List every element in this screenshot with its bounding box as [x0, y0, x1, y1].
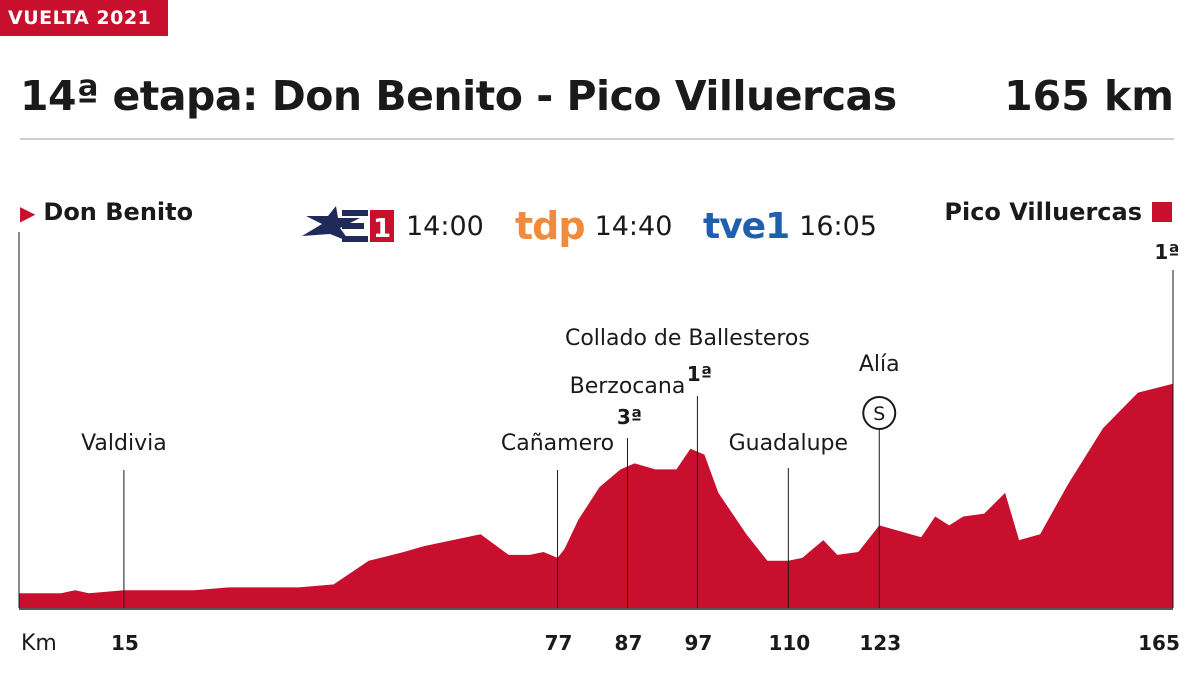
- point-name-label: Guadalupe: [729, 431, 848, 456]
- broadcast-eurosport: 1 14:00: [300, 206, 484, 246]
- stage-distance: 165 km: [1004, 72, 1174, 120]
- finish-name: Pico Villuercas: [944, 198, 1142, 226]
- x-tick-label: 97: [684, 631, 712, 655]
- broadcast-time-tdp: 14:40: [594, 210, 673, 242]
- broadcast-time-tve1: 16:05: [799, 210, 877, 242]
- tdp-logo-icon: tdp: [515, 204, 586, 248]
- finish-label: Pico Villuercas: [944, 198, 1172, 226]
- x-tick-label: 165: [1138, 631, 1180, 655]
- point-name-label: Collado de Ballesteros: [565, 326, 810, 351]
- header-divider: [20, 138, 1174, 140]
- start-label: ▶ Don Benito: [20, 198, 193, 226]
- point-category-label: 3ª: [617, 405, 642, 429]
- finish-square-icon: [1152, 202, 1172, 222]
- start-name: Don Benito: [43, 198, 194, 226]
- marker-lines-layer: [18, 232, 1174, 608]
- point-name-label: Alía: [859, 352, 900, 377]
- x-tick-label: 87: [615, 631, 643, 655]
- x-tick-label: 77: [545, 631, 573, 655]
- x-axis-title: Km: [21, 631, 57, 656]
- elevation-area: [19, 383, 1173, 608]
- eurosport-1-logo-icon: 1: [302, 206, 394, 244]
- broadcast-time-eurosport: 14:00: [406, 210, 484, 242]
- sprint-circle-icon: [862, 396, 897, 430]
- point-name-label: Valdivia: [81, 431, 167, 456]
- profile-layer: [19, 383, 1173, 608]
- stage-title: 14ª etapa: Don Benito - Pico Villuercas: [20, 72, 897, 120]
- x-axis-layer: Km 15 77 87 97 110 123 165: [19, 608, 1180, 656]
- point-name-label: Berzocana: [570, 374, 686, 399]
- broadcast-tve1: tve1 16:05: [703, 205, 877, 247]
- x-tick-label: 123: [859, 631, 901, 655]
- point-name-label: Cañamero: [501, 431, 614, 456]
- race-badge: VUELTA 2021: [0, 0, 168, 36]
- marker-labels-layer: 1ª Valdivia Cañamero Berzocana 3ª Collado de …: [81, 240, 1180, 456]
- start-triangle-icon: ▶: [20, 201, 36, 225]
- tve1-logo-icon: tve1: [703, 205, 790, 247]
- svg-text:1: 1: [373, 214, 391, 244]
- finish-category-label: 1ª: [1154, 240, 1179, 264]
- x-tick-label: 15: [111, 631, 139, 655]
- x-tick-label: 110: [768, 631, 810, 655]
- point-category-label: 1ª: [687, 362, 712, 386]
- broadcast-tdp: tdp 14:40: [515, 204, 673, 248]
- sprint-label: S: [873, 403, 885, 425]
